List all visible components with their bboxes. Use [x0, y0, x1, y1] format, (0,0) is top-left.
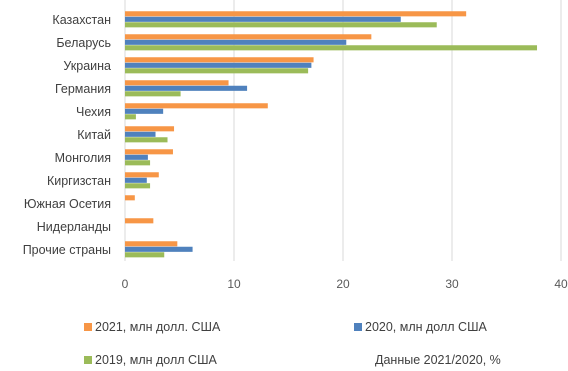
category-label: Украина: [63, 59, 111, 73]
bar-10-series-2: [125, 252, 165, 258]
legend-label-0: 2021, млн долл. США: [95, 320, 221, 334]
bar-9-series-0: [125, 218, 154, 224]
bar-7-series-2: [125, 183, 151, 189]
bar-4-series-2: [125, 114, 136, 120]
x-tick-label: 40: [554, 277, 568, 291]
x-tick-label: 20: [336, 277, 350, 291]
bar-2-series-2: [125, 68, 309, 74]
bar-0-series-1: [125, 16, 401, 22]
x-axis-tick-labels: 0 10 20 30 40: [122, 277, 568, 291]
bar-5-series-2: [125, 137, 168, 143]
bar-10-series-0: [125, 241, 178, 247]
category-label: Китай: [77, 128, 111, 142]
category-labels: Казахстан Беларусь Украина Германия Чехия Кит…: [23, 13, 111, 257]
bar-7-series-0: [125, 172, 159, 178]
bar-7-series-1: [125, 177, 147, 183]
bar-5-series-1: [125, 131, 156, 137]
category-label: Германия: [55, 82, 111, 96]
category-label: Чехия: [76, 105, 111, 119]
legend-swatch-2: [84, 356, 92, 364]
category-label: Монголия: [55, 151, 111, 165]
category-label: Прочие страны: [23, 243, 111, 257]
category-label: Южная Осетия: [24, 197, 111, 211]
bar-6-series-0: [125, 149, 173, 155]
bar-10-series-1: [125, 246, 193, 252]
bar-4-series-0: [125, 103, 268, 109]
bar-2-series-1: [125, 62, 312, 68]
bar-1-series-0: [125, 34, 372, 40]
bar-6-series-2: [125, 160, 151, 166]
bar-4-series-1: [125, 108, 164, 114]
legend-label-1: 2020, млн долл США: [365, 320, 488, 334]
bar-3-series-2: [125, 91, 181, 97]
bar-1-series-1: [125, 39, 347, 45]
legend-swatch-1: [354, 323, 362, 331]
bar-3-series-1: [125, 85, 248, 91]
bar-6-series-1: [125, 154, 148, 160]
legend: 2021, млн долл. США 2020, млн долл США 201…: [84, 320, 501, 367]
bar-1-series-2: [125, 45, 538, 51]
legend-label-2: 2019, млн долл США: [95, 353, 218, 367]
bar-5-series-0: [125, 126, 175, 132]
bars: [125, 11, 538, 258]
category-label: Киргизстан: [47, 174, 111, 188]
bar-0-series-0: [125, 11, 467, 17]
bar-8-series-0: [125, 195, 135, 201]
bar-2-series-0: [125, 57, 314, 63]
x-tick-label: 30: [445, 277, 459, 291]
bar-3-series-0: [125, 80, 229, 86]
bar-0-series-2: [125, 22, 437, 28]
category-label: Нидерланды: [37, 220, 111, 234]
x-tick-label: 0: [122, 277, 129, 291]
x-tick-label: 10: [227, 277, 241, 291]
legend-swatch-0: [84, 323, 92, 331]
legend-label-ratio: Данные 2021/2020, %: [375, 353, 501, 367]
category-label: Беларусь: [56, 36, 111, 50]
category-label: Казахстан: [52, 13, 111, 27]
